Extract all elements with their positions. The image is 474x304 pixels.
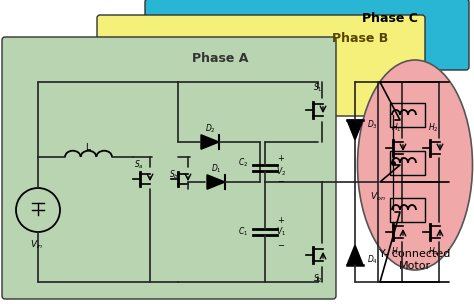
Polygon shape [201,135,219,149]
Text: $V_2$: $V_2$ [276,166,286,178]
Text: Phase A: Phase A [192,51,248,64]
Bar [390,151,425,175]
FancyBboxPatch shape [97,15,425,116]
Polygon shape [347,245,363,265]
Text: L: L [85,143,91,151]
Text: $H_4$: $H_4$ [428,246,438,258]
Text: $H_1$: $H_1$ [391,122,401,134]
Text: $-$: $-$ [277,175,285,185]
Text: $S_a$: $S_a$ [134,159,144,171]
Text: $S_b$: $S_b$ [169,169,179,181]
Text: $V_{in}$: $V_{in}$ [30,239,44,251]
Text: $S_1$: $S_1$ [313,82,323,94]
Text: $V_1$: $V_1$ [276,226,286,238]
Text: $V_{on}$: $V_{on}$ [370,191,386,203]
Text: $D_2$: $D_2$ [205,123,215,135]
Text: $D_3$: $D_3$ [367,119,378,131]
Text: Y- connected
Motor: Y- connected Motor [379,249,451,271]
Text: $D_1$: $D_1$ [210,163,221,175]
Text: $-$: $-$ [277,240,285,248]
FancyBboxPatch shape [2,37,336,299]
Text: $S_2$: $S_2$ [313,273,323,285]
Text: $H_2$: $H_2$ [428,122,438,134]
Text: $+$: $+$ [277,153,285,163]
Bar [390,198,425,222]
Text: $C_1$: $C_1$ [238,226,248,238]
Text: $H_3$: $H_3$ [391,246,401,258]
Text: $+$: $+$ [277,215,285,225]
Ellipse shape [357,60,473,270]
Text: $D_4$: $D_4$ [367,254,378,266]
FancyBboxPatch shape [145,0,469,70]
Bar [390,103,425,127]
Polygon shape [207,175,225,189]
Text: $C_2$: $C_2$ [238,157,248,169]
Polygon shape [347,120,363,140]
Text: Phase B: Phase B [332,32,388,44]
Text: Phase C: Phase C [362,12,418,25]
